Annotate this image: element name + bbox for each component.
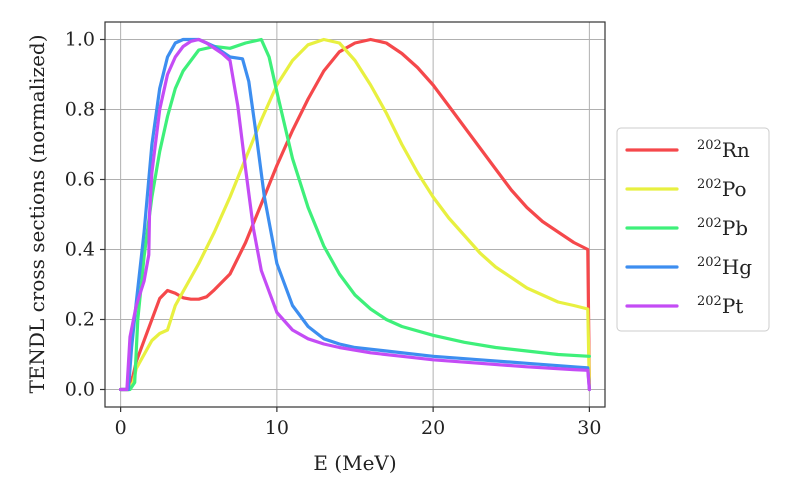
x-axis-label: E (MeV) bbox=[313, 451, 396, 475]
y-tick-label: 0.4 bbox=[65, 239, 95, 261]
legend-mass-number: 202 bbox=[697, 177, 722, 192]
plot-frame bbox=[104, 21, 606, 408]
series-line-202Hg bbox=[119, 37, 591, 392]
legend-element-name: Rn bbox=[722, 138, 750, 162]
legend-entry-202Hg: 202Hg bbox=[697, 255, 752, 279]
legend-mass-number: 202 bbox=[697, 138, 722, 153]
y-axis-label: TENDL cross sections (normalized) bbox=[25, 34, 49, 393]
y-tick-label: 0.0 bbox=[65, 379, 95, 401]
legend-entry-202Rn: 202Rn bbox=[697, 138, 750, 162]
y-tick-label: 0.8 bbox=[65, 99, 95, 121]
legend-mass-number: 202 bbox=[697, 294, 722, 309]
x-tick-label: 10 bbox=[265, 417, 289, 439]
x-tick-label: 0 bbox=[115, 417, 127, 439]
legend-entry-202Po: 202Po bbox=[697, 177, 747, 201]
legend-element-name: Po bbox=[722, 177, 747, 201]
plot-area bbox=[119, 37, 591, 392]
legend-entry-202Pt: 202Pt bbox=[697, 294, 743, 318]
series-line-202Pt bbox=[119, 37, 591, 392]
y-axis: 0.0 0.2 0.4 0.6 0.8 1.0 bbox=[65, 29, 105, 401]
legend-entry-202Pb: 202Pb bbox=[697, 216, 748, 240]
series-line-202Po bbox=[119, 37, 591, 392]
series-line-202Rn bbox=[119, 37, 591, 392]
legend-element-name: Pt bbox=[722, 294, 744, 318]
series-line-202Pb bbox=[119, 37, 591, 392]
legend-box bbox=[616, 127, 770, 332]
y-tick-label: 0.6 bbox=[65, 169, 95, 191]
x-axis: 0 10 20 30 bbox=[115, 407, 601, 439]
legend-element-name: Hg bbox=[722, 255, 752, 279]
legend-mass-number: 202 bbox=[697, 216, 722, 231]
x-tick-label: 30 bbox=[577, 417, 601, 439]
legend-element-name: Pb bbox=[722, 216, 748, 240]
legend-mass-number: 202 bbox=[697, 255, 722, 270]
y-tick-label: 0.2 bbox=[65, 309, 95, 331]
x-tick-label: 20 bbox=[421, 417, 445, 439]
y-tick-label: 1.0 bbox=[65, 29, 95, 51]
